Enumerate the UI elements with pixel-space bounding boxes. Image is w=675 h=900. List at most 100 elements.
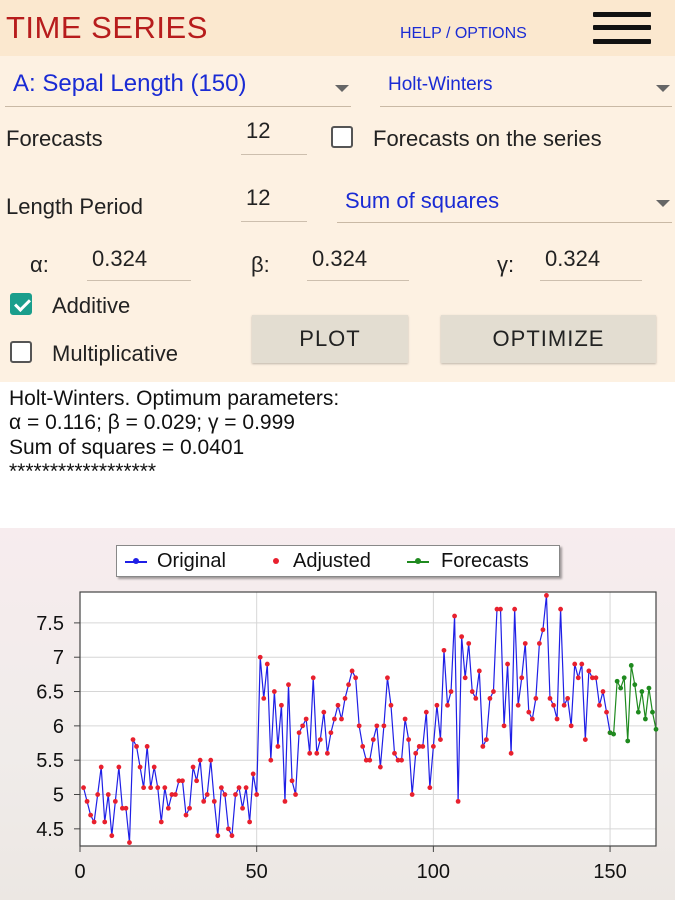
data-point-adjusted [81,785,86,791]
data-point-adjusted [123,805,129,811]
data-point-adjusted [120,805,125,811]
data-point-adjusted [441,647,447,653]
data-point-adjusted [536,641,542,646]
data-point-adjusted [349,668,355,674]
series-select-value: A: Sepal Length (150) [13,70,247,97]
data-point-forecasts [639,689,645,694]
output-line: α = 0.116; β = 0.029; γ = 0.999 [9,411,295,434]
data-point-adjusted [264,661,270,667]
data-point-adjusted [416,744,422,749]
data-point-adjusted [519,675,525,681]
data-point-adjusted [105,792,111,797]
data-point-adjusted [102,819,108,825]
data-point-adjusted [420,744,426,749]
criterion-select[interactable]: Sum of squares [337,180,672,223]
forecasts-on-series-checkbox[interactable] [331,126,353,148]
data-point-adjusted [293,792,298,797]
hamburger-menu-icon[interactable] [593,10,651,46]
data-point-adjusted [494,606,500,612]
beta-input[interactable]: 0.324 [307,246,409,281]
data-point-adjusted [540,627,546,633]
data-point-adjusted [554,716,560,722]
data-point-adjusted [240,805,245,811]
data-point-adjusted [466,641,472,646]
data-point-adjusted [346,682,351,688]
additive-checkbox[interactable] [10,293,32,315]
legend-forecasts-label: Forecasts [441,550,529,572]
data-point-adjusted [148,785,154,791]
legend-forecasts-marker [415,558,421,564]
data-point-adjusted [286,682,291,688]
forecasts-label: Forecasts [6,126,103,151]
output-line: Sum of squares = 0.0401 [9,436,245,459]
forecasts-input[interactable]: 12 [241,116,307,155]
data-point-adjusted [215,833,221,839]
data-point-adjusted [455,798,461,804]
data-point-adjusted [392,750,397,756]
data-point-adjusted [353,675,359,681]
data-point-adjusted [544,593,549,598]
data-point-adjusted [589,675,595,681]
criterion-select-value: Sum of squares [345,188,500,213]
data-point-adjusted [374,723,380,729]
data-point-adjusted [279,702,284,708]
data-point-adjusted [321,709,327,715]
data-point-forecasts [611,731,616,737]
data-point-adjusted [243,785,249,791]
data-point-forecasts [642,716,648,722]
data-point-adjusted [91,819,97,825]
data-point-adjusted [377,764,383,770]
data-point-adjusted [438,737,443,742]
data-point-adjusted [162,785,168,791]
top-bar: TIME SERIES HELP / OPTIONS [0,0,675,56]
alpha-label: α: [30,252,49,277]
data-point-adjusted [197,757,203,763]
data-point-adjusted [515,702,521,708]
data-point-adjusted [180,778,185,784]
data-point-adjusted [388,702,394,708]
gamma-input[interactable]: 0.324 [540,246,642,281]
data-point-adjusted [409,792,415,797]
data-point-adjusted [469,689,475,694]
data-point-adjusted [226,826,231,832]
data-point-adjusted [335,702,341,708]
beta-value: 0.324 [312,246,368,271]
y-tick-label: 5.5 [36,750,64,772]
data-point-adjusted [501,723,507,729]
data-point-adjusted [218,785,224,791]
data-point-forecasts [632,682,638,688]
data-point-adjusted [568,723,574,729]
data-point-adjusted [254,792,260,797]
plot-button[interactable]: PLOT [252,315,408,363]
data-point-adjusted [505,661,510,667]
gamma-value: 0.324 [545,246,601,271]
optimize-button[interactable]: OPTIMIZE [441,315,656,363]
data-point-adjusted [413,750,419,756]
data-point-adjusted [604,709,609,715]
data-point-forecasts [635,709,641,715]
alpha-input[interactable]: 0.324 [87,246,191,281]
alpha-value: 0.324 [92,246,148,271]
chevron-down-icon [656,85,670,92]
data-point-adjusted [310,675,316,681]
x-tick-label: 0 [74,861,85,883]
data-point-adjusted [579,661,585,667]
data-point-adjusted [399,757,404,763]
data-point-adjusted [187,805,192,811]
gamma-label: γ: [497,252,515,277]
data-point-adjusted [363,757,369,763]
help-options-link[interactable]: HELP / OPTIONS [400,25,527,42]
legend-original-marker [133,558,139,564]
data-point-adjusted [165,805,171,811]
app-title: TIME SERIES [6,10,208,45]
data-point-adjusted [339,716,344,722]
y-tick-label: 5 [53,785,64,807]
method-select-value: Holt-Winters [388,74,493,95]
data-point-adjusted [381,723,387,729]
multiplicative-checkbox[interactable] [10,341,32,363]
method-select[interactable]: Holt-Winters [380,64,672,107]
data-point-adjusted [342,696,348,701]
data-point-adjusted [593,675,599,681]
length-period-input[interactable]: 12 [241,183,307,222]
series-select[interactable]: A: Sepal Length (150) [5,64,351,107]
